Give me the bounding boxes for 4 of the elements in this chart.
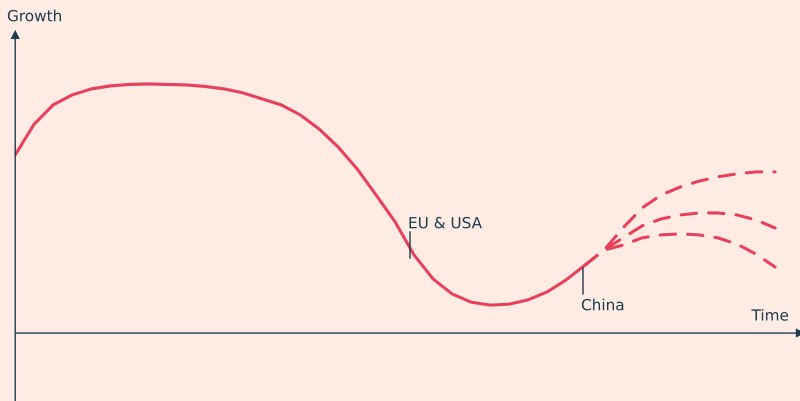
annotation: China	[582, 298, 624, 310]
y-axis-title: Growth	[8, 10, 61, 22]
annotation: EU & USA	[410, 216, 482, 228]
x-axis-title: Time	[751, 308, 788, 321]
